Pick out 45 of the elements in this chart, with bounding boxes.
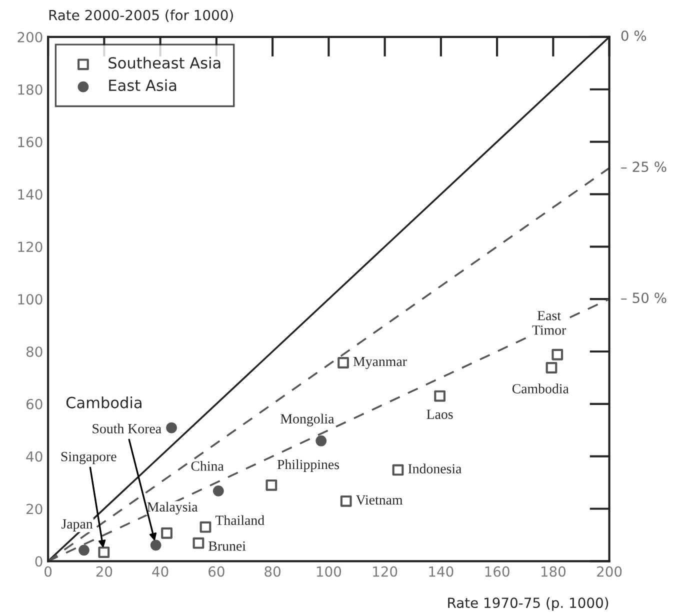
data-label: Vietnam bbox=[356, 495, 403, 505]
y-tick-label: 0 bbox=[35, 556, 42, 567]
x-tick-label: 100 bbox=[316, 566, 342, 577]
text: – 50 % bbox=[621, 292, 666, 304]
y-tick-label: 80 bbox=[26, 346, 42, 357]
x-tick-label: 60 bbox=[208, 566, 224, 577]
y-tick-label: 180 bbox=[18, 84, 42, 95]
y-tick-label: 160 bbox=[18, 136, 42, 148]
annotation: Cambodia bbox=[66, 396, 142, 408]
x-tick-label: 120 bbox=[373, 566, 398, 577]
y-tick-label: 200 bbox=[18, 32, 42, 42]
data-label: Laos bbox=[426, 410, 453, 419]
x-axis-title: Rate 1970-75 (p. 1000) bbox=[448, 597, 608, 611]
data-label: China bbox=[191, 461, 224, 471]
data-label: Philippines bbox=[277, 459, 339, 472]
legend-label: East Asia bbox=[109, 79, 176, 92]
data-label: Malaysia bbox=[147, 502, 198, 514]
x-tick-label: 200 bbox=[597, 566, 622, 577]
text: 0 % bbox=[621, 30, 646, 41]
y-axis-title: Rate 2000-2005 (for 1000) bbox=[49, 10, 233, 22]
y-tick-label: 120 bbox=[18, 242, 42, 252]
y-tick-label: 40 bbox=[26, 451, 42, 462]
data-label: Cambodia bbox=[512, 384, 569, 394]
x-tick-label: 180 bbox=[541, 566, 566, 577]
data-label: Indonesia bbox=[408, 464, 462, 474]
data-label: Myanmar bbox=[353, 356, 407, 370]
x-tick-label: 20 bbox=[96, 566, 112, 577]
data-label: Brunei bbox=[208, 541, 246, 551]
x-tick-label: 160 bbox=[485, 566, 510, 577]
data-label: Japan bbox=[62, 519, 93, 532]
data-label: Mongolia bbox=[280, 414, 334, 426]
text: – 25 % bbox=[621, 162, 666, 172]
x-tick-label: 0 bbox=[44, 566, 52, 577]
y-tick-label: 60 bbox=[26, 398, 42, 410]
x-tick-label: 80 bbox=[264, 566, 280, 577]
legend-label: Southeast Asia bbox=[108, 56, 220, 69]
data-label: Thailand bbox=[215, 515, 264, 526]
data-label: South Korea bbox=[92, 424, 162, 434]
x-tick-label: 40 bbox=[152, 566, 168, 577]
x-tick-label: 140 bbox=[429, 566, 454, 577]
data-label: East Timor bbox=[532, 311, 566, 335]
y-tick-label: 20 bbox=[26, 504, 42, 514]
y-tick-label: 140 bbox=[18, 189, 42, 200]
data-label: Singapore bbox=[61, 452, 116, 464]
y-tick-label: 100 bbox=[18, 294, 42, 305]
